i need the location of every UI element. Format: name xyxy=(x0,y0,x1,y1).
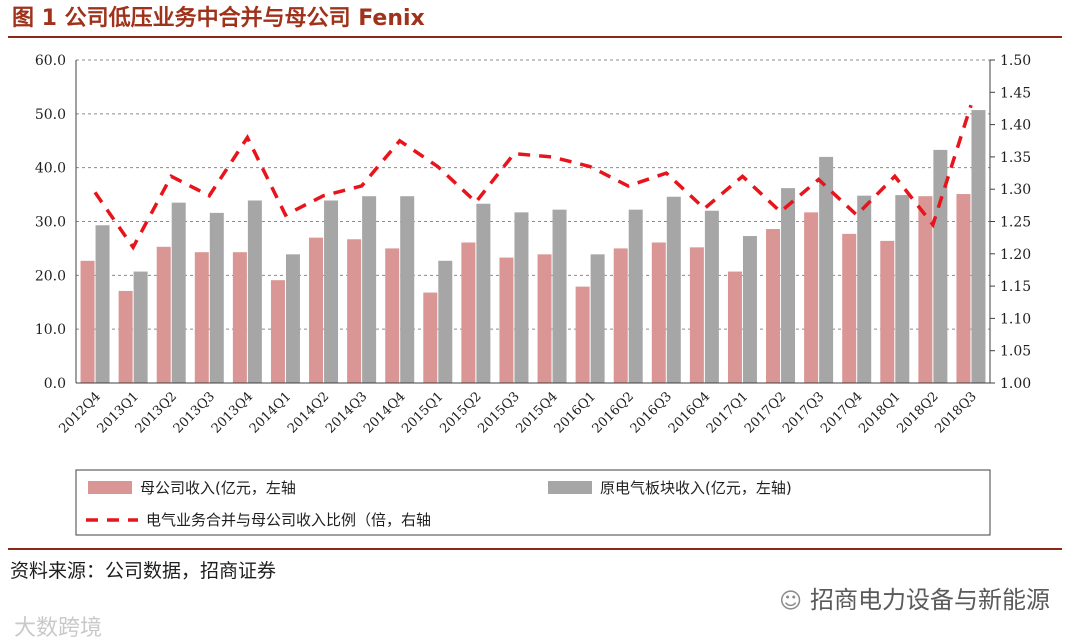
bar-parent xyxy=(880,240,895,383)
watermark-left: 大数跨境 xyxy=(14,616,103,641)
bar-parent xyxy=(385,248,400,383)
chart: 0.0 10.0 20.0 30.0 40.0 50.0 60.0 1.00 1.05 1.10 1… xyxy=(35,53,1031,536)
legend-box xyxy=(75,469,991,536)
bar-parent xyxy=(270,280,285,383)
bar-original xyxy=(628,209,643,383)
bar-original xyxy=(590,254,605,383)
left-tick-label: 30.0 xyxy=(35,215,66,231)
bar-parent xyxy=(118,290,133,383)
bar-original xyxy=(476,203,491,383)
bar-parent xyxy=(575,286,590,383)
bar-original xyxy=(781,188,796,383)
bar-parent xyxy=(651,242,666,383)
right-tick-label: 1.15 xyxy=(1000,279,1031,295)
bar-parent xyxy=(689,247,704,383)
left-tick-label: 10.0 xyxy=(35,322,66,338)
legend-swatch-parent xyxy=(88,481,132,494)
bar-parent xyxy=(309,237,324,383)
left-tick-label: 50.0 xyxy=(35,107,66,123)
right-tick-label: 1.00 xyxy=(1000,376,1031,392)
source-note: 资料来源：公司数据，招商证券 xyxy=(10,560,277,582)
bar-original xyxy=(247,200,262,383)
bar-parent xyxy=(156,246,171,383)
bar-parent xyxy=(766,229,781,383)
bar-original xyxy=(514,212,529,383)
bar-parent xyxy=(727,271,742,383)
bar-original xyxy=(933,149,948,383)
bar-parent xyxy=(461,242,476,383)
right-tick-label: 1.25 xyxy=(1000,215,1031,231)
bar-parent xyxy=(956,194,971,383)
bar-original xyxy=(552,209,567,383)
chart-ratio-line xyxy=(93,104,973,251)
bar-original xyxy=(895,195,910,383)
bar-original xyxy=(400,196,415,383)
right-tick-label: 1.50 xyxy=(1000,53,1031,69)
left-tick-label: 40.0 xyxy=(35,161,66,177)
bar-parent xyxy=(347,239,362,383)
bar-parent xyxy=(80,260,95,383)
bar-parent xyxy=(613,248,628,383)
legend-label-parent: 母公司收入(亿元，左轴 xyxy=(140,479,296,497)
bar-original xyxy=(171,202,186,383)
chart-bars xyxy=(80,110,986,383)
bar-original xyxy=(819,156,834,383)
bar-original xyxy=(209,212,224,383)
bar-original xyxy=(666,196,681,383)
left-tick-label: 0.0 xyxy=(44,376,66,392)
watermark-right-text: 招商电力设备与新能源 xyxy=(810,586,1050,614)
right-tick-label: 1.35 xyxy=(1000,150,1031,166)
bar-parent xyxy=(804,212,819,383)
right-tick-label: 1.40 xyxy=(1000,118,1031,134)
legend-label-original: 原电气板块收入(亿元，左轴) xyxy=(600,479,792,497)
bar-original xyxy=(971,110,986,383)
chart-grid xyxy=(76,59,990,330)
watermark-right: ☺ 招商电力设备与新能源 xyxy=(779,580,1050,615)
left-tick-label: 60.0 xyxy=(35,53,66,69)
footer-rule xyxy=(8,548,1062,550)
bar-original xyxy=(324,200,339,383)
title-rule xyxy=(8,36,1062,38)
legend-swatch-original xyxy=(548,481,592,494)
x-tick-label: 2018Q3 xyxy=(932,389,979,436)
bar-parent xyxy=(537,254,552,383)
right-tick-label: 1.45 xyxy=(1000,85,1031,101)
right-tick-label: 1.20 xyxy=(1000,247,1031,263)
bar-original xyxy=(95,225,110,383)
bar-parent xyxy=(499,257,514,383)
bar-original xyxy=(133,271,148,383)
figure-title: 图 1 公司低压业务中合并与母公司 Fenix xyxy=(12,6,425,31)
bar-parent xyxy=(232,252,247,383)
bar-parent xyxy=(423,292,438,383)
right-tick-label: 1.10 xyxy=(1000,311,1031,327)
bar-parent xyxy=(918,196,933,383)
left-tick-label: 20.0 xyxy=(35,268,66,284)
wechat-icon: ☺ xyxy=(779,589,802,614)
bar-original xyxy=(857,195,872,383)
bar-parent xyxy=(194,252,209,383)
legend-label-ratio: 电气业务合并与母公司收入比例（倍，右轴 xyxy=(146,511,431,529)
chart-legend: 母公司收入(亿元，左轴 原电气板块收入(亿元，左轴) 电气业务合并与母公司收入比例（… xyxy=(75,469,991,536)
right-tick-label: 1.30 xyxy=(1000,182,1031,198)
bar-original xyxy=(285,254,300,383)
bar-original xyxy=(742,236,757,383)
ratio-series-line xyxy=(93,104,973,251)
bar-original xyxy=(438,260,453,383)
bar-original xyxy=(362,196,377,383)
bar-original xyxy=(704,210,719,383)
bar-parent xyxy=(842,233,857,383)
right-tick-label: 1.05 xyxy=(1000,344,1031,360)
